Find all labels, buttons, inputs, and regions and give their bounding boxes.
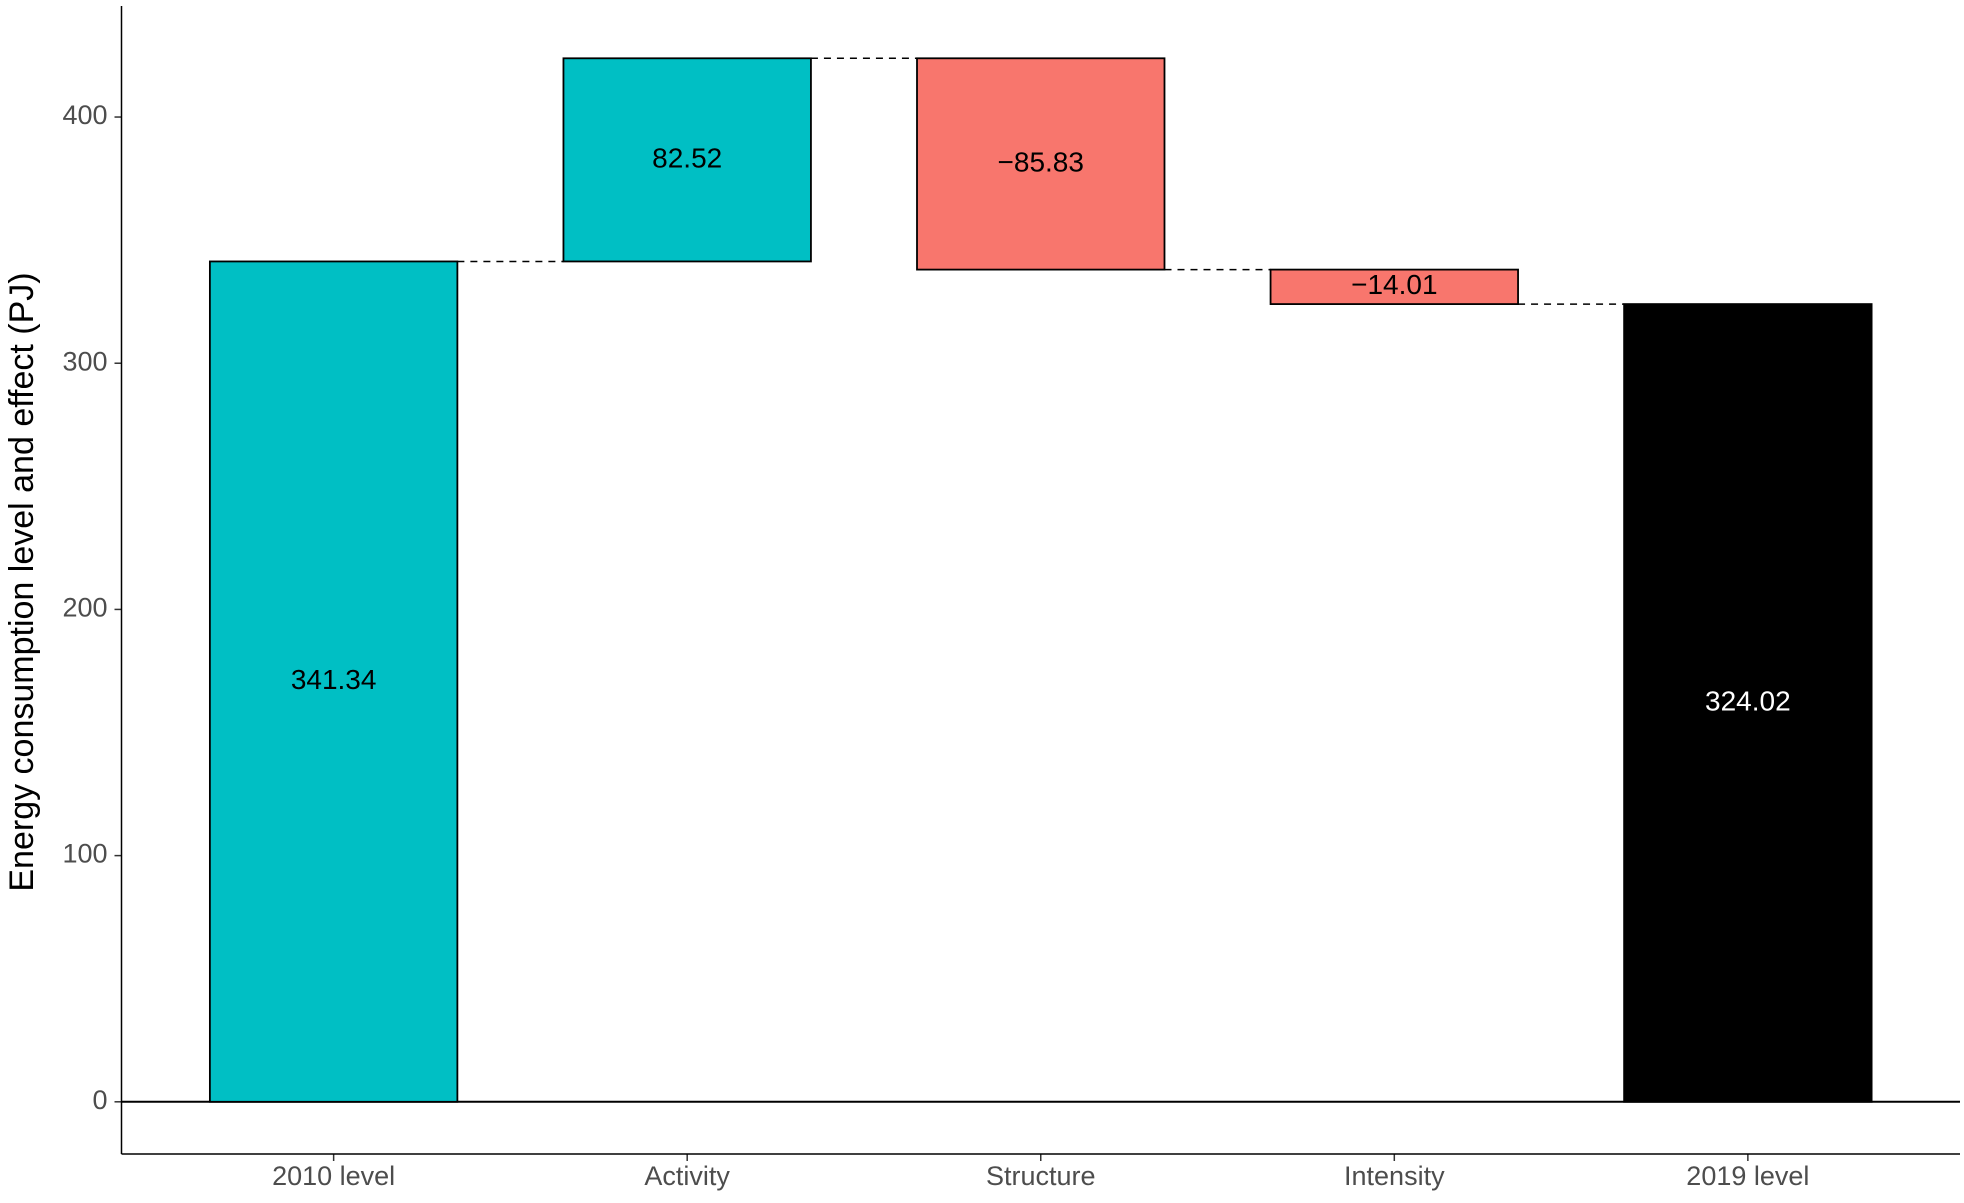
y-tick-label: 100 — [62, 839, 107, 869]
value-label: 324.02 — [1705, 685, 1791, 716]
value-label: 82.52 — [652, 142, 722, 173]
bar — [1269, 268, 1519, 305]
y-tick-label: 400 — [62, 100, 107, 130]
x-tick-label: 2010 level — [272, 1161, 395, 1191]
y-tick-label: 0 — [92, 1085, 107, 1115]
bar — [916, 57, 1166, 271]
x-tick-label: Structure — [986, 1161, 1096, 1191]
x-tick-label: Activity — [644, 1161, 730, 1191]
bar — [208, 260, 459, 1103]
y-axis-title: Energy consumption level and effect (PJ) — [3, 272, 41, 891]
value-label: −14.01 — [1351, 269, 1437, 300]
x-tick-label: Intensity — [1344, 1161, 1445, 1191]
y-tick-label: 200 — [62, 593, 107, 623]
y-tick-label: 300 — [62, 346, 107, 376]
value-label: −85.83 — [998, 146, 1084, 177]
x-tick-label: 2019 level — [1686, 1161, 1809, 1191]
bar — [1623, 303, 1873, 1103]
value-label: 341.34 — [291, 664, 377, 695]
bar — [562, 57, 812, 263]
